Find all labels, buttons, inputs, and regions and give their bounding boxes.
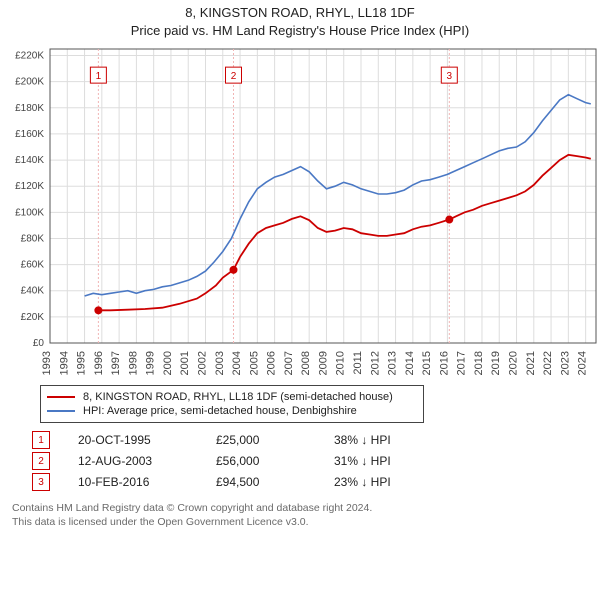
svg-text:1994: 1994	[58, 351, 70, 375]
chart-area: £0 £20K £40K £60K £80K £100K £120K £140K £160K £1…	[4, 45, 596, 385]
svg-text:2003: 2003	[214, 351, 226, 375]
svg-text:2008: 2008	[300, 351, 312, 375]
attribution-line2: This data is licensed under the Open Gov…	[12, 515, 596, 529]
svg-text:1997: 1997	[110, 351, 122, 375]
svg-text:£140K: £140K	[15, 155, 44, 166]
attribution: Contains HM Land Registry data © Crown c…	[12, 501, 596, 529]
transaction-marker-icon: 1	[32, 431, 50, 449]
svg-text:2002: 2002	[197, 351, 209, 375]
svg-text:£180K: £180K	[15, 103, 44, 114]
svg-text:2006: 2006	[266, 351, 278, 375]
line-chart-svg: £0 £20K £40K £60K £80K £100K £120K £140K £160K £1…	[4, 45, 600, 385]
svg-text:2016: 2016	[438, 351, 450, 375]
transaction-delta: 31% ↓ HPI	[334, 454, 391, 468]
svg-text:1993: 1993	[41, 351, 53, 375]
legend-swatch-hpi	[47, 410, 75, 412]
svg-text:£200K: £200K	[15, 77, 44, 88]
chart-title-line2: Price paid vs. HM Land Registry's House …	[4, 22, 596, 40]
transaction-date: 12-AUG-2003	[78, 454, 188, 468]
svg-text:1998: 1998	[127, 351, 139, 375]
transaction-marker-icon: 2	[32, 452, 50, 470]
svg-text:3: 3	[447, 71, 453, 82]
svg-text:£60K: £60K	[21, 260, 45, 271]
svg-text:2010: 2010	[335, 351, 347, 375]
transaction-date: 10-FEB-2016	[78, 475, 188, 489]
chart-title-line1: 8, KINGSTON ROAD, RHYL, LL18 1DF	[4, 4, 596, 22]
svg-text:2009: 2009	[317, 351, 329, 375]
svg-text:2007: 2007	[283, 351, 295, 375]
svg-text:2012: 2012	[369, 351, 381, 375]
legend-swatch-price-paid	[47, 396, 75, 398]
svg-text:2024: 2024	[577, 351, 589, 375]
svg-text:2020: 2020	[508, 351, 520, 375]
transaction-delta: 23% ↓ HPI	[334, 475, 391, 489]
legend-row: 8, KINGSTON ROAD, RHYL, LL18 1DF (semi-d…	[47, 390, 417, 404]
transaction-date: 20-OCT-1995	[78, 433, 188, 447]
svg-text:2011: 2011	[352, 351, 364, 375]
svg-text:2013: 2013	[387, 351, 399, 375]
legend-label-price-paid: 8, KINGSTON ROAD, RHYL, LL18 1DF (semi-d…	[83, 391, 393, 403]
svg-text:2015: 2015	[421, 351, 433, 375]
legend-label-hpi: HPI: Average price, semi-detached house,…	[83, 405, 357, 417]
svg-text:2005: 2005	[248, 351, 260, 375]
svg-text:£100K: £100K	[15, 207, 44, 218]
attribution-line1: Contains HM Land Registry data © Crown c…	[12, 501, 596, 515]
svg-text:£220K: £220K	[15, 51, 44, 62]
svg-text:£0: £0	[33, 338, 45, 349]
transaction-price: £94,500	[216, 475, 306, 489]
transaction-row: 3 10-FEB-2016 £94,500 23% ↓ HPI	[32, 473, 596, 491]
svg-text:2001: 2001	[179, 351, 191, 375]
svg-text:1996: 1996	[93, 351, 105, 375]
transaction-row: 2 12-AUG-2003 £56,000 31% ↓ HPI	[32, 452, 596, 470]
transactions-table: 1 20-OCT-1995 £25,000 38% ↓ HPI 2 12-AUG…	[32, 431, 596, 491]
transaction-price: £56,000	[216, 454, 306, 468]
legend-row: HPI: Average price, semi-detached house,…	[47, 404, 417, 418]
svg-text:£40K: £40K	[21, 286, 45, 297]
svg-text:2: 2	[231, 71, 237, 82]
legend-box: 8, KINGSTON ROAD, RHYL, LL18 1DF (semi-d…	[40, 385, 424, 423]
svg-text:£120K: £120K	[15, 181, 44, 192]
transaction-delta: 38% ↓ HPI	[334, 433, 391, 447]
svg-text:2004: 2004	[231, 351, 243, 375]
svg-text:2018: 2018	[473, 351, 485, 375]
transaction-price: £25,000	[216, 433, 306, 447]
svg-text:£20K: £20K	[21, 312, 45, 323]
svg-text:2022: 2022	[542, 351, 554, 375]
svg-text:2000: 2000	[162, 351, 174, 375]
svg-text:£160K: £160K	[15, 129, 44, 140]
svg-text:2017: 2017	[456, 351, 468, 375]
transaction-marker-icon: 3	[32, 473, 50, 491]
transaction-row: 1 20-OCT-1995 £25,000 38% ↓ HPI	[32, 431, 596, 449]
svg-text:1999: 1999	[145, 351, 157, 375]
svg-text:£80K: £80K	[21, 234, 45, 245]
svg-text:1: 1	[96, 71, 102, 82]
svg-text:2019: 2019	[490, 351, 502, 375]
svg-text:2023: 2023	[559, 351, 571, 375]
svg-text:2014: 2014	[404, 351, 416, 375]
svg-text:1995: 1995	[76, 351, 88, 375]
svg-text:2021: 2021	[525, 351, 537, 375]
